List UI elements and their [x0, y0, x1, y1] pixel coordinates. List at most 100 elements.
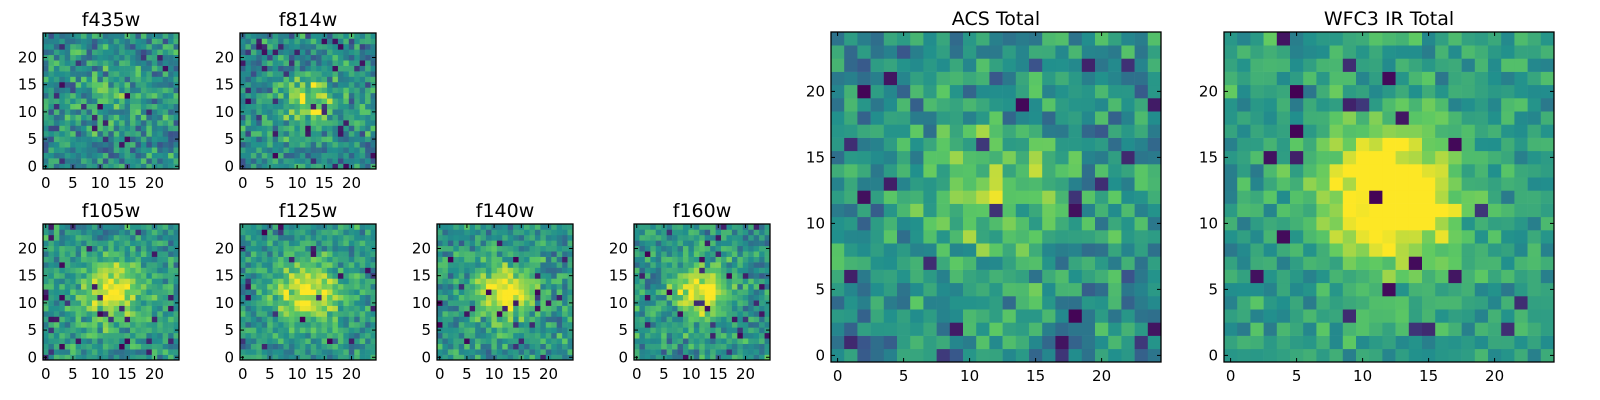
heatmap-cell	[1055, 137, 1069, 152]
heatmap-cell	[305, 311, 312, 317]
heatmap-cell	[748, 224, 754, 230]
heatmap-cell	[1461, 322, 1476, 336]
heatmap-cell	[359, 229, 366, 236]
heatmap-cell	[343, 289, 350, 296]
heatmap-cell	[256, 354, 263, 361]
heatmap-cell	[491, 240, 498, 247]
heatmap-cell	[173, 256, 180, 263]
heatmap-cell	[963, 309, 977, 323]
heatmap-cell	[119, 321, 125, 328]
heatmap-cell	[256, 114, 263, 121]
heatmap-cell	[699, 343, 706, 350]
heatmap-cell	[245, 267, 252, 274]
heatmap-cell	[1250, 216, 1264, 231]
heatmap-cell	[108, 38, 115, 45]
heatmap-cell	[1042, 335, 1056, 350]
heatmap-cell	[831, 45, 845, 59]
heatmap-cell	[299, 283, 306, 290]
heatmap-cell	[1448, 309, 1462, 323]
heatmap-cell	[294, 87, 301, 94]
heatmap-cell	[1342, 230, 1357, 244]
heatmap-cell	[513, 311, 519, 317]
heatmap-cell	[1263, 216, 1278, 231]
heatmap-cell	[507, 316, 514, 323]
heatmap-cell	[168, 278, 174, 285]
heatmap-cell	[337, 158, 344, 164]
heatmap-cell	[491, 327, 498, 334]
heatmap-cell	[119, 316, 125, 323]
heatmap-cell	[447, 343, 454, 350]
heatmap-cell	[81, 245, 87, 252]
heatmap-cell	[359, 158, 366, 164]
heatmap-cell	[119, 163, 125, 170]
heatmap-cell	[370, 147, 377, 153]
heatmap-cell	[64, 120, 71, 126]
heatmap-cell	[644, 332, 651, 339]
heatmap-cell	[1081, 322, 1096, 336]
heatmap-cell	[650, 305, 657, 312]
heatmap-cell	[742, 332, 749, 339]
heatmap-cell	[661, 305, 667, 312]
heatmap-cell	[162, 262, 169, 268]
heatmap-cell	[43, 141, 49, 148]
heatmap-cell	[135, 120, 142, 126]
heatmap-cell	[857, 71, 871, 86]
heatmap-cell	[108, 103, 115, 110]
heatmap-cell	[524, 245, 530, 252]
heatmap-cell	[502, 321, 509, 328]
heatmap-cell	[146, 130, 153, 137]
heatmap-cell	[53, 98, 60, 105]
heatmap-cell	[644, 272, 651, 279]
heatmap-cell	[672, 267, 678, 274]
heatmap-cell	[240, 256, 246, 263]
heatmap-cell	[759, 300, 765, 306]
heatmap-cell	[135, 87, 142, 94]
y-tick-label: 10	[215, 103, 234, 121]
heatmap-cell	[108, 343, 115, 350]
heatmap-cell	[140, 81, 147, 88]
heatmap-cell	[1029, 137, 1043, 152]
heatmap-cell	[48, 92, 55, 99]
heatmap-cell	[119, 130, 125, 137]
heatmap-cell	[1448, 269, 1462, 284]
heatmap-cell	[1263, 150, 1278, 165]
x-tick-label: 10	[485, 365, 504, 383]
heatmap-cell	[639, 283, 646, 290]
heatmap-cell	[162, 251, 169, 257]
heatmap-cell	[157, 49, 163, 56]
heatmap-cell	[453, 251, 460, 257]
heatmap-cell	[469, 272, 476, 279]
heatmap-cell	[699, 305, 706, 312]
heatmap-cell	[1055, 190, 1069, 204]
heatmap-cell	[1342, 269, 1357, 284]
heatmap-cell	[704, 311, 711, 317]
heatmap-cell	[256, 278, 263, 285]
heatmap-cell	[1121, 98, 1135, 112]
heatmap-cell	[113, 354, 120, 361]
heatmap-cell	[1002, 282, 1017, 297]
heatmap-cell	[540, 289, 547, 296]
heatmap-cell	[370, 224, 377, 230]
heatmap-cell	[102, 49, 109, 56]
heatmap-cell	[731, 267, 738, 274]
heatmap-cell	[731, 245, 738, 252]
heatmap-cell	[1147, 164, 1162, 178]
heatmap-cell	[857, 32, 871, 46]
heatmap-cell	[666, 272, 673, 279]
heatmap-cell	[70, 332, 76, 339]
heatmap-cell	[173, 289, 180, 296]
heatmap-cell	[261, 262, 268, 268]
heatmap-cell	[97, 327, 104, 334]
heatmap-cell	[1448, 230, 1462, 244]
heatmap-cell	[844, 150, 858, 165]
heatmap-cell	[1514, 216, 1528, 231]
heatmap-cell	[923, 45, 937, 59]
heatmap-cell	[759, 289, 765, 296]
heatmap-cell	[250, 327, 257, 334]
heatmap-cell	[989, 243, 1003, 257]
heatmap-cell	[305, 294, 312, 301]
heatmap-cell	[81, 294, 87, 301]
heatmap-cell	[261, 289, 268, 296]
heatmap-cell	[75, 87, 82, 94]
heatmap-cell	[666, 327, 673, 334]
